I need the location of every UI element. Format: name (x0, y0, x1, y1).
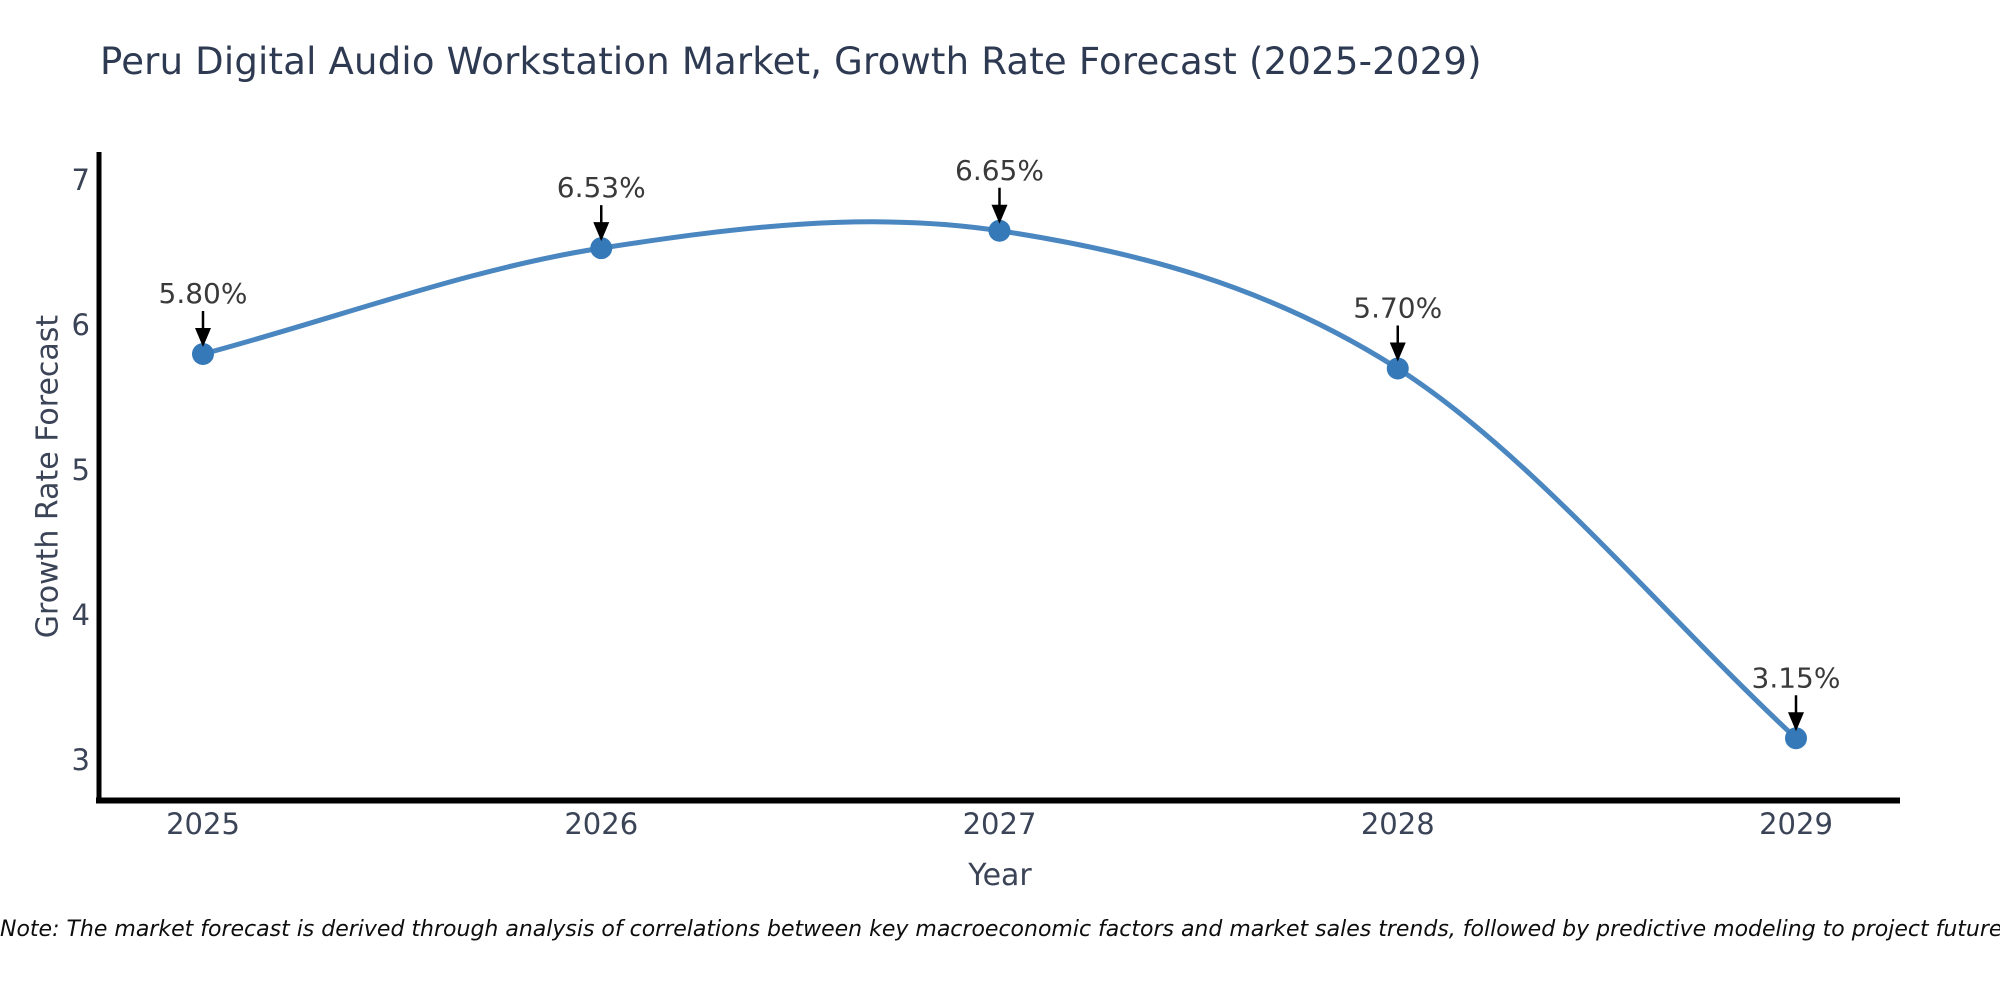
x-axis-title: Year (968, 858, 1032, 893)
data-point-label: 6.65% (955, 154, 1044, 187)
y-tick-label: 6 (72, 308, 90, 342)
data-point-label: 3.15% (1752, 661, 1841, 694)
x-tick-label: 2029 (1759, 807, 1833, 841)
annotation-arrow-head (991, 204, 1008, 224)
annotation-arrow-head (1389, 342, 1406, 362)
y-tick-label: 4 (72, 598, 90, 632)
y-tick-label: 5 (72, 453, 90, 487)
trend-line (200, 219, 1799, 741)
annotation-arrow-head (593, 222, 610, 242)
x-tick-label: 2026 (564, 807, 638, 841)
data-point-marker (1785, 727, 1807, 750)
chart-title: Peru Digital Audio Workstation Market, G… (100, 40, 1482, 83)
footnote: Note: The market forecast is derived thr… (0, 917, 2000, 942)
x-tick-label: 2027 (963, 807, 1037, 841)
data-point-marker (1386, 357, 1409, 380)
data-point-label: 5.70% (1353, 292, 1442, 325)
x-tick-label: 2025 (166, 807, 240, 841)
annotation-arrow-head (1788, 712, 1804, 732)
y-tick-label: 3 (72, 743, 90, 777)
annotation-arrow-head (195, 328, 211, 347)
data-point-label: 5.80% (159, 277, 248, 310)
y-tick-label: 7 (72, 163, 90, 197)
data-point-marker (590, 237, 613, 260)
data-point-label: 6.53% (557, 171, 646, 204)
data-point-marker (192, 343, 214, 365)
x-tick-label: 2028 (1361, 807, 1435, 841)
data-point-marker (988, 219, 1011, 242)
